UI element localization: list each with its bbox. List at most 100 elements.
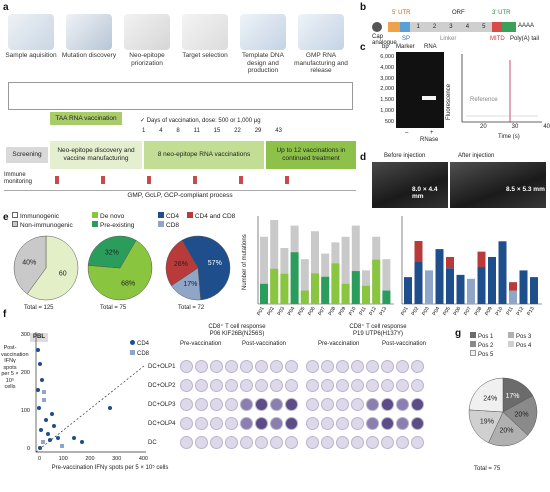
segment-label: 5 — [482, 24, 486, 30]
bar-segment — [341, 283, 350, 304]
bar-segment — [321, 276, 330, 304]
legend-dot — [130, 340, 135, 345]
bar — [488, 256, 496, 304]
elispot-well — [255, 360, 268, 373]
elispot-well — [381, 360, 394, 373]
elispot-well — [306, 417, 319, 430]
legend-label: Pos 3 — [516, 334, 532, 340]
row-label: DC — [148, 440, 157, 446]
pie-label: 24% — [483, 395, 497, 402]
neo-discovery-segment: Neo-epitope discovery and vaccine manufa… — [50, 141, 142, 169]
cap-label: Cap analogue — [372, 34, 397, 46]
bar-segment — [382, 290, 391, 304]
legend-immunogenic: Immunogenic Non-immunogenic — [12, 212, 73, 230]
xtick: 100 — [58, 456, 68, 462]
cap-icon — [372, 22, 382, 32]
sample-icon — [8, 14, 54, 50]
immune-monitoring-label: Immune monitoring — [4, 172, 33, 185]
continued-treatment-segment: Up to 12 vaccinations in continued treat… — [266, 141, 356, 169]
elispot-well — [321, 398, 334, 411]
tick-label: P03 — [276, 306, 286, 317]
elispot-well — [351, 379, 364, 392]
elispot-well — [411, 417, 424, 430]
data-point — [72, 436, 76, 440]
tube-icon — [285, 176, 289, 184]
rna-band — [422, 96, 436, 100]
data-point — [108, 406, 112, 410]
bar — [382, 259, 391, 304]
ytick: 300 — [20, 332, 30, 338]
pie2-total: Total = 75 — [100, 305, 127, 311]
xtick: 0 — [38, 456, 42, 462]
xtick: 200 — [85, 456, 95, 462]
tick-label: P13 — [526, 306, 536, 317]
panel-label-b: b — [360, 2, 367, 13]
ladder-label: 4,000 — [380, 64, 394, 71]
bar — [446, 268, 454, 304]
xtick: 40 — [543, 124, 550, 130]
data-point — [60, 444, 64, 448]
pbl-badge: PBL — [30, 333, 48, 342]
ytick: 200 — [20, 370, 30, 376]
tick-label: P08 — [474, 306, 484, 317]
g-pie: 17% 20% 20% 19% 24% — [468, 377, 538, 447]
tick-label: P02 — [411, 306, 421, 317]
elispot-well — [180, 398, 193, 411]
elispot-well — [255, 398, 268, 411]
time-label: Time (s) — [498, 134, 520, 140]
well-row-labels: DC+OLP1 DC+OLP2 DC+OLP3 DC+OLP4 DC — [148, 358, 178, 453]
utr3-segment — [502, 22, 516, 32]
step-label: Mutation discovery — [61, 52, 117, 59]
elispot-well — [240, 417, 253, 430]
day-label: 8 — [176, 128, 180, 134]
pie1-total: Total = 125 — [24, 305, 54, 311]
pie-slice — [26, 235, 79, 301]
legend-label: Pos 4 — [516, 343, 532, 349]
elispot-well — [396, 398, 409, 411]
elispot-well — [270, 398, 283, 411]
data-point — [44, 418, 48, 422]
elispot-well — [195, 360, 208, 373]
step-label: Neo-epitope priorization — [129, 52, 165, 67]
elispot-well — [396, 360, 409, 373]
elispot-well — [210, 360, 223, 373]
elispot-well — [225, 398, 238, 411]
legend-label: Pos 1 — [478, 334, 494, 340]
elispot-well — [195, 398, 208, 411]
pre-label: Pre-vaccination — [180, 341, 222, 347]
g-total: Total = 75 — [474, 466, 501, 472]
tube-icon — [101, 176, 105, 184]
xtick: 300 — [112, 456, 122, 462]
bar-segment — [414, 241, 423, 262]
data-point — [46, 432, 50, 436]
bar — [404, 277, 412, 304]
bar-segment — [311, 273, 319, 304]
pie-slice — [165, 239, 199, 287]
elispot-well — [396, 379, 409, 392]
legend-swatch — [92, 212, 98, 218]
legend-swatch — [508, 341, 514, 347]
pie-slice — [488, 411, 529, 447]
well-row — [180, 417, 426, 430]
data-point — [56, 436, 60, 440]
tube-icon — [147, 176, 151, 184]
bar — [530, 277, 538, 304]
bar — [467, 278, 475, 304]
sequencer-icon — [66, 14, 112, 50]
pie-slice — [87, 239, 153, 301]
tick-label: P10 — [495, 306, 505, 317]
data-point — [80, 440, 84, 444]
data-point — [52, 424, 56, 428]
elispot-well — [321, 360, 334, 373]
screening-segment: Screening — [6, 147, 48, 163]
diagonal-line — [35, 365, 145, 453]
legend-label: Pre-existing — [100, 222, 135, 229]
pie-slice — [502, 395, 538, 436]
data-point — [37, 406, 41, 410]
clipboard-icon — [182, 14, 228, 50]
elispot-well — [381, 417, 394, 430]
pie-label: 32% — [105, 249, 119, 256]
elispot-well — [366, 436, 379, 449]
legend-square — [130, 350, 135, 355]
day-label: 43 — [275, 128, 282, 134]
